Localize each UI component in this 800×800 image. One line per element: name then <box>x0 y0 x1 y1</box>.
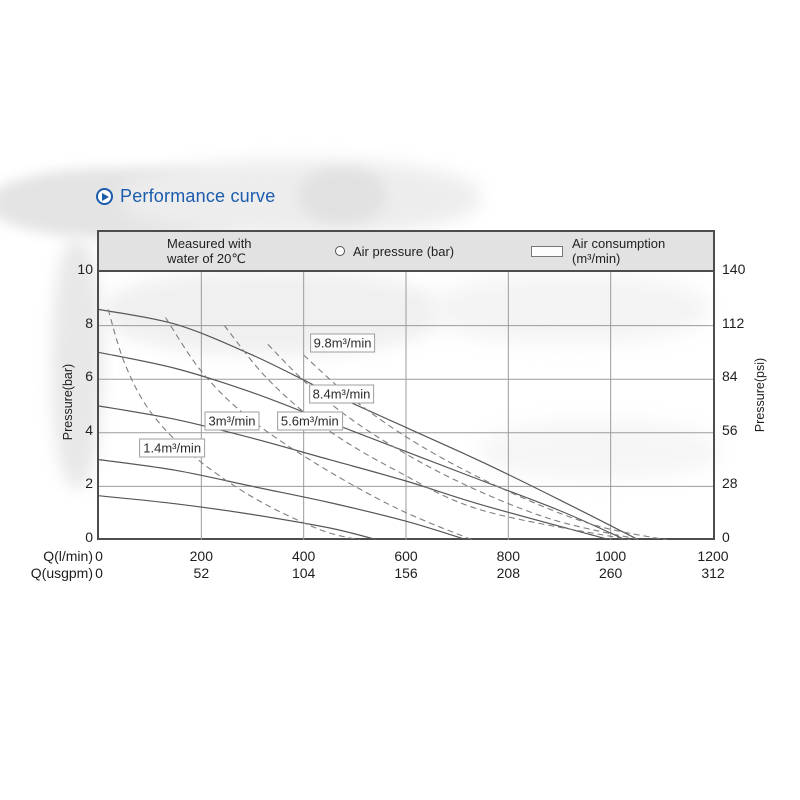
air-pressure-curve <box>99 351 627 540</box>
circle-marker-icon <box>335 246 345 256</box>
air-consumption-legend-line2: (m³/min) <box>572 251 621 266</box>
y-axis-tick-bar: 2 <box>85 475 93 492</box>
air-pressure-curve <box>99 405 611 540</box>
x-axis-row1-label: Q(l/min) <box>43 548 93 564</box>
left-axis-title: Pressure(bar) <box>61 363 75 441</box>
air-pressure-curve <box>99 495 379 540</box>
x-axis-tick-lmin: 1000 <box>595 548 627 564</box>
right-axis-title: Pressure(psi) <box>753 357 767 433</box>
y-axis-tick-psi: 28 <box>722 475 738 492</box>
y-axis-tick-psi: 140 <box>722 261 746 277</box>
air-pressure-legend-label: Air pressure (bar) <box>353 243 455 259</box>
measurement-note: Measured with water of 20℃ <box>167 236 252 266</box>
x-axis-tick-lmin: 200 <box>189 548 213 564</box>
page-title: Performance curve <box>120 186 276 206</box>
chart-legend-band: Measured with water of 20℃ Air pressure … <box>99 232 713 272</box>
play-circle-icon <box>96 188 113 205</box>
plot-area: 1.4m³/min 3m³/min 5.6m³/min 8.4m³/min 9.8m³/… <box>99 272 713 540</box>
legend-item-air-consumption: Air consumption (m³/min) <box>531 232 665 270</box>
air-pressure-curve <box>99 308 640 540</box>
curve-label: 9.8m³/min <box>309 333 376 353</box>
x-axis-tick-lmin: 400 <box>291 548 316 564</box>
section-title-row: Performance curve <box>96 186 275 207</box>
curve-label: 5.6m³/min <box>276 411 343 431</box>
curve-label: 3m³/min <box>204 411 260 431</box>
y-axis-tick-bar: 8 <box>85 314 93 331</box>
background-watermark <box>52 238 102 488</box>
air-consumption-curve <box>223 325 632 540</box>
x-axis-tick-usgpm: 208 <box>496 565 520 581</box>
measurement-note-line2: water of 20℃ <box>167 251 246 266</box>
air-pressure-curve <box>99 459 468 540</box>
y-axis-tick-psi: 0 <box>722 529 730 545</box>
y-axis-tick-psi: 112 <box>722 314 745 331</box>
air-consumption-legend-line1: Air consumption <box>572 236 666 251</box>
performance-chart: Measured with water of 20℃ Air pressure … <box>97 230 715 540</box>
x-axis-tick-usgpm: 260 <box>598 565 623 581</box>
y-axis-tick-bar: 10 <box>77 261 93 277</box>
curve-label: 8.4m³/min <box>308 384 375 404</box>
x-axis-tick-lmin: 800 <box>496 548 520 564</box>
measurement-note-line1: Measured with <box>167 236 252 251</box>
rect-marker-icon <box>531 245 563 257</box>
x-axis-tick-lmin: 600 <box>394 548 418 564</box>
x-axis-row2-label: Q(usgpm) <box>30 565 93 581</box>
y-axis-tick-bar: 0 <box>85 529 93 545</box>
legend-item-air-pressure: Air pressure (bar) <box>335 232 454 270</box>
curve-labels-layer: 1.4m³/min 3m³/min 5.6m³/min 8.4m³/min 9.8m³/… <box>99 272 713 540</box>
x-axis-tick-usgpm: 104 <box>291 565 316 581</box>
x-axis-tick-usgpm: 52 <box>193 565 210 581</box>
x-axis-tick-lmin: 1200 <box>697 548 729 564</box>
curve-label: 1.4m³/min <box>139 438 206 458</box>
x-axis-tick-usgpm: 156 <box>394 565 418 581</box>
x-axis-tick-usgpm: 312 <box>701 565 725 581</box>
background-watermark <box>300 168 385 223</box>
air-consumption-curve <box>165 317 473 540</box>
